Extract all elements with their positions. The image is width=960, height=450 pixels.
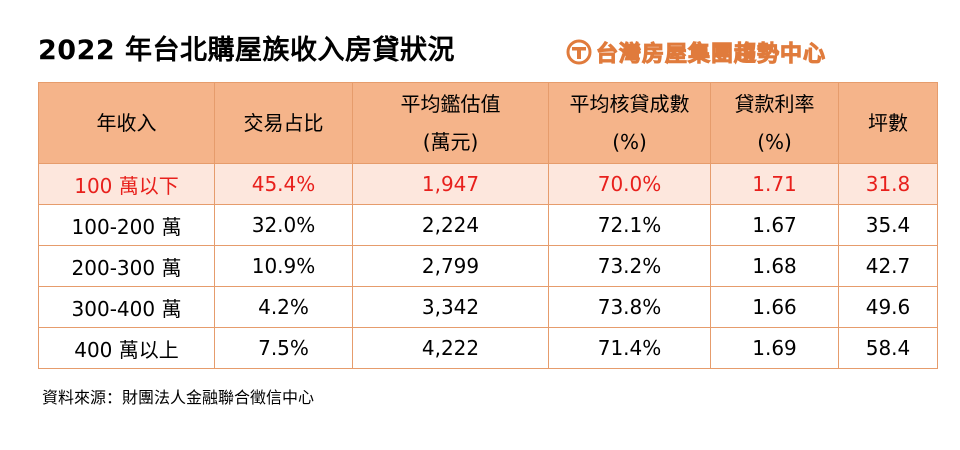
cell-avg-loan-ratio: 73.8%: [548, 286, 711, 328]
table-row: 300-400 萬 4.2% 3,342 73.8% 1.66 49.6: [38, 286, 938, 328]
cell-ping: 42.7: [838, 245, 938, 287]
table-row: 100-200 萬 32.0% 2,224 72.1% 1.67 35.4: [38, 204, 938, 246]
cell-annual-income: 100 萬以下: [38, 163, 215, 205]
header-transaction-share: 交易占比: [214, 82, 353, 164]
header-ping: 坪數: [838, 82, 938, 164]
cell-transaction-share: 32.0%: [214, 204, 353, 246]
cell-ping: 49.6: [838, 286, 938, 328]
table-row: 100 萬以下 45.4% 1,947 70.0% 1.71 31.8: [38, 163, 938, 205]
cell-avg-appraisal: 2,224: [352, 204, 549, 246]
header-annual-income: 年收入: [38, 82, 215, 164]
source-note: 資料來源：財團法人金融聯合徵信中心: [42, 388, 315, 407]
cell-ping: 31.8: [838, 163, 938, 205]
header-avg-appraisal: 平均鑑估值 (萬元): [352, 82, 549, 164]
brand: 台灣房屋集團趨勢中心: [566, 36, 826, 68]
cell-ping: 58.4: [838, 327, 938, 369]
cell-transaction-share: 4.2%: [214, 286, 353, 328]
cell-avg-appraisal: 1,947: [352, 163, 549, 205]
table-row: 400 萬以上 7.5% 4,222 71.4% 1.69 58.4: [38, 327, 938, 369]
cell-avg-appraisal: 4,222: [352, 327, 549, 369]
cell-annual-income: 400 萬以上: [38, 327, 215, 369]
header-interest-rate: 貸款利率 (%): [710, 82, 839, 164]
cell-avg-loan-ratio: 71.4%: [548, 327, 711, 369]
cell-annual-income: 200-300 萬: [38, 245, 215, 287]
cell-transaction-share: 7.5%: [214, 327, 353, 369]
cell-annual-income: 300-400 萬: [38, 286, 215, 328]
table-row: 200-300 萬 10.9% 2,799 73.2% 1.68 42.7: [38, 245, 938, 287]
cell-transaction-share: 10.9%: [214, 245, 353, 287]
cell-avg-loan-ratio: 70.0%: [548, 163, 711, 205]
cell-interest-rate: 1.68: [710, 245, 839, 287]
cell-annual-income: 100-200 萬: [38, 204, 215, 246]
page-title: 2022 年台北購屋族收入房貸狀況: [38, 35, 456, 66]
brand-name: 台灣房屋集團趨勢中心: [595, 42, 827, 68]
cell-avg-loan-ratio: 72.1%: [548, 204, 711, 246]
table-header-row: 年收入 交易占比 平均鑑估值 (萬元) 平均核貸成數 (%) 貸款利率 (%) …: [38, 82, 938, 164]
cell-interest-rate: 1.66: [710, 286, 839, 328]
cell-interest-rate: 1.71: [710, 163, 839, 205]
cell-interest-rate: 1.69: [710, 327, 839, 369]
cell-ping: 35.4: [838, 204, 938, 246]
cell-interest-rate: 1.67: [710, 204, 839, 246]
cell-transaction-share: 45.4%: [214, 163, 353, 205]
cell-avg-loan-ratio: 73.2%: [548, 245, 711, 287]
brand-t-logo-icon: [566, 39, 592, 65]
loan-table: 年收入 交易占比 平均鑑估值 (萬元) 平均核貸成數 (%) 貸款利率 (%) …: [38, 82, 938, 369]
cell-avg-appraisal: 3,342: [352, 286, 549, 328]
header-avg-loan-ratio: 平均核貸成數 (%): [548, 82, 711, 164]
cell-avg-appraisal: 2,799: [352, 245, 549, 287]
